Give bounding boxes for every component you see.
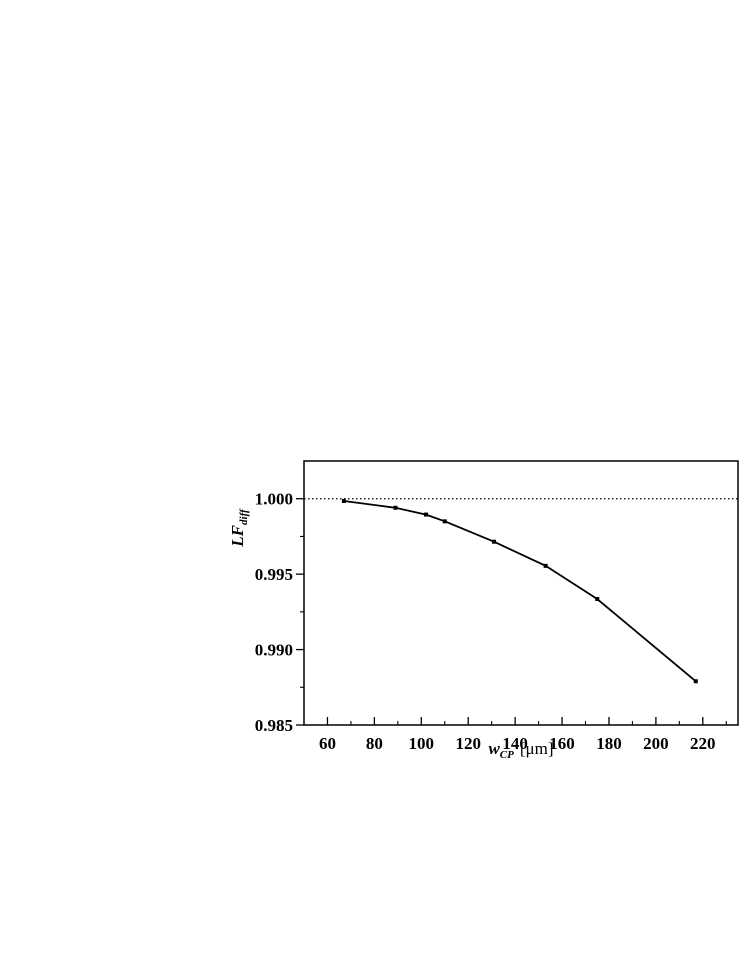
x-tick-label: 120 [455,734,481,753]
data-point [693,679,698,684]
y-axis: 0.985 0.990 0.995 1.000 [255,490,304,735]
y-axis-subscript: diff [238,508,250,525]
y-tick-label: 1.000 [255,490,293,509]
data-point [595,597,600,602]
data-point [423,512,428,517]
y-tick-label: 0.985 [255,716,293,735]
x-axis-symbol: w [488,739,500,758]
x-tick-label: 140 [502,734,528,753]
data-point [543,563,548,568]
series-line [343,500,697,682]
data-point [341,498,346,503]
x-tick-label: 200 [643,734,669,753]
x-tick-label: 100 [409,734,435,753]
y-tick-label: 0.990 [255,641,293,660]
data-point [442,519,447,524]
x-axis-unit: [μm] [520,739,554,758]
x-tick-label: 80 [366,734,383,753]
x-tick-label: 180 [596,734,622,753]
y-axis-title: LFdiff [228,508,250,548]
y-axis-symbol: LF [228,524,247,547]
x-tick-label: 220 [690,734,716,753]
data-point [393,505,398,510]
data-points [341,498,698,684]
x-tick-label: 60 [319,734,336,753]
y-tick-label: 0.995 [255,565,293,584]
x-axis: 60 80 100 120 140 160 180 200 220 [319,717,727,753]
x-tick-label: 160 [549,734,575,753]
x-axis-subscript: CP [500,749,514,761]
data-point [492,539,497,544]
x-axis-title: wCP [μm] [488,739,553,761]
plot-frame [303,460,739,726]
